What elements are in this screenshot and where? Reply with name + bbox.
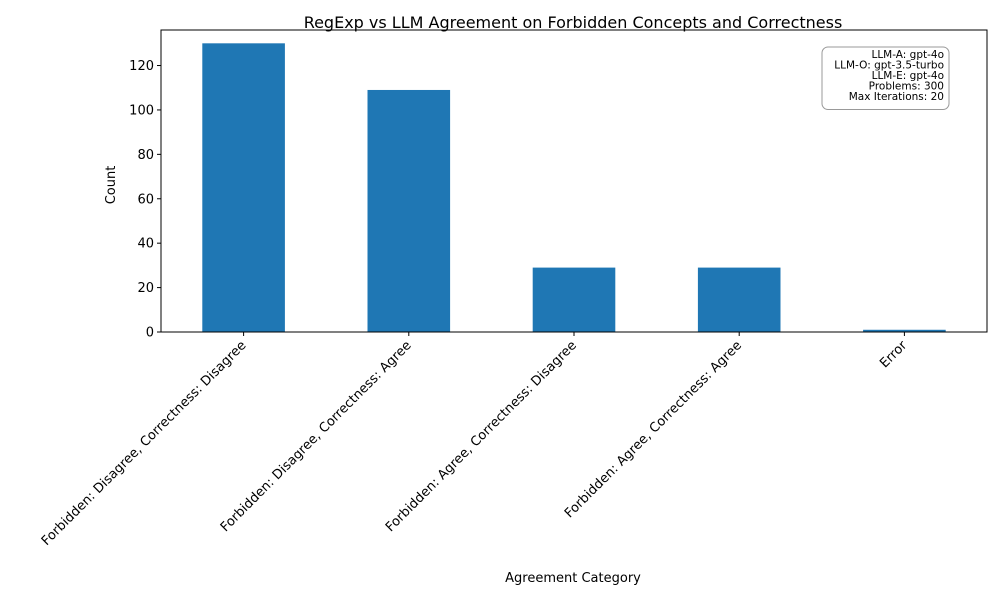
chart-title: RegExp vs LLM Agreement on Forbidden Con… bbox=[304, 13, 843, 32]
y-tick-label: 40 bbox=[137, 237, 154, 252]
y-tick-label: 60 bbox=[137, 192, 154, 207]
annotation-line: Problems: 300 bbox=[869, 81, 944, 93]
annotation-line: Max Iterations: 20 bbox=[849, 91, 944, 103]
y-tick-label: 0 bbox=[146, 326, 154, 341]
bar bbox=[202, 43, 285, 332]
annotation-line: LLM-O: gpt-3.5-turbo bbox=[834, 60, 944, 72]
bar bbox=[863, 329, 946, 332]
y-axis-title: Count bbox=[104, 166, 119, 205]
annotation-line: LLM-A: gpt-4o bbox=[871, 49, 944, 61]
y-tick-label: 120 bbox=[129, 59, 154, 74]
annotation-line: LLM-E: gpt-4o bbox=[872, 70, 944, 82]
x-axis-title: Agreement Category bbox=[505, 571, 641, 586]
y-tick-label: 100 bbox=[129, 103, 154, 118]
bar bbox=[532, 267, 616, 332]
annotation-box bbox=[821, 46, 950, 110]
y-tick-label: 80 bbox=[137, 148, 154, 163]
bar bbox=[367, 89, 451, 333]
y-tick-label: 20 bbox=[137, 281, 154, 296]
bar bbox=[697, 267, 781, 332]
